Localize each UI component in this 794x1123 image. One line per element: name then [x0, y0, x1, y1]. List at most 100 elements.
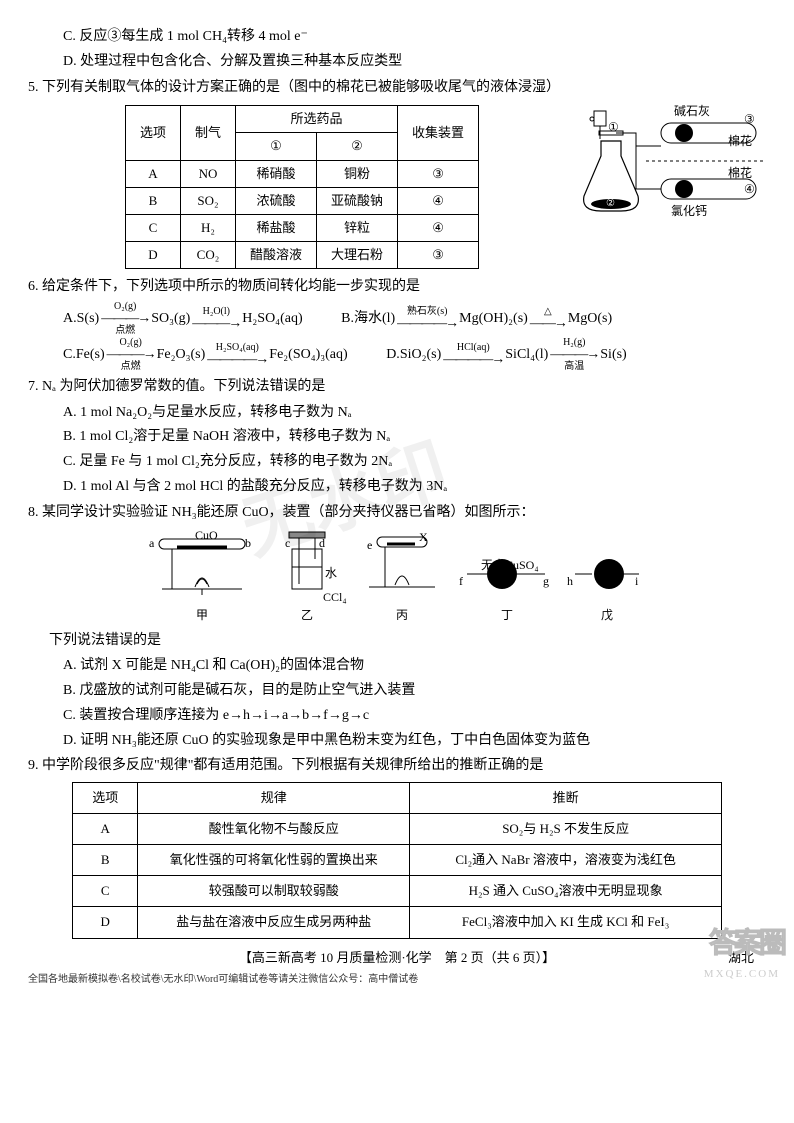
cond: 点燃 [115, 326, 135, 336]
lead: C. [63, 343, 76, 367]
cond: 点燃 [121, 362, 141, 372]
cond: 高温 [564, 362, 584, 372]
species: 海水(l) [354, 307, 395, 331]
arrow: H₂SO₄(aq)————→ [207, 343, 267, 367]
label-i: i [635, 571, 638, 591]
q9-table: 选项 规律 推断 A酸性氧化物不与酸反应SO₂与 H₂S 不发生反应 B氧化性强… [72, 782, 721, 938]
cell: ④ [398, 214, 479, 241]
q8-stem: 8. 某同学设计实验验证 NH₃能还原 CuO，装置（部分夹持仪器已省略）如图所… [28, 501, 766, 525]
label-1: ① [608, 117, 619, 137]
cell: 锌粒 [317, 214, 398, 241]
cell: FeCl₃溶液中加入 KI 生成 KCl 和 FeI₃ [410, 907, 721, 938]
app-yi: c d 水 CCl₄ 乙 [267, 529, 347, 626]
q8-a: A. 试剂 X 可能是 NH₄Cl 和 Ca(OH)₂的固体混合物 [28, 654, 766, 678]
species: Fe₂(SO₄)₃(aq) [269, 343, 347, 367]
lead: D. [386, 343, 400, 367]
label-cuo: CuO [195, 525, 218, 545]
label-ding: 丁 [457, 605, 557, 625]
q7-d: D. 1 mol Al 与含 2 mol HCl 的盐酸充分反应，转移电子数为 … [28, 475, 766, 499]
label-water: 水 [325, 563, 337, 583]
app-jia: a CuO b 甲 [147, 529, 257, 626]
species: Mg(OH)₂(s) [459, 307, 528, 331]
q5-h-collect: 收集装置 [398, 106, 479, 160]
q8-diagram: a CuO b 甲 c d 水 CCl₄ 乙 [28, 529, 766, 626]
q5-h-reagent: 所选药品 [235, 106, 397, 133]
cell: C [125, 214, 180, 241]
cell: Cl₂通入 NaBr 溶液中，溶液变为浅红色 [410, 845, 721, 876]
cell: ④ [398, 187, 479, 214]
q9-h-rule: 规律 [138, 783, 410, 814]
page-footer: 【高三新高考 10 月质量检测·化学 第 2 页（共 6 页）】 湖北 [28, 947, 766, 969]
label-g: g [543, 571, 549, 591]
cell: NO [180, 160, 235, 187]
label-d: d [319, 533, 325, 553]
species: SiCl₄(l) [505, 343, 548, 367]
cell: CO₂ [180, 241, 235, 268]
lead: B. [341, 307, 354, 331]
q7-a: A. 1 mol Na₂O₂与足量水反应，转移电子数为 Nₐ [28, 401, 766, 425]
table-row: CH₂稀盐酸锌粒④ [125, 214, 478, 241]
cell: 铜粉 [317, 160, 398, 187]
table-row: D盐与盐在溶液中反应生成另两种盐FeCl₃溶液中加入 KI 生成 KCl 和 F… [73, 907, 721, 938]
q9-stem: 9. 中学阶段很多反应"规律"都有适用范围。下列根据有关规律所给出的推断正确的是 [28, 754, 766, 778]
q5-h-r2: ② [317, 133, 398, 160]
q8-sub: 下列说法错误的是 [28, 629, 766, 653]
lead: A. [63, 307, 77, 331]
label-cotton-1: 棉花 [728, 131, 752, 151]
label-cacl2: 氯化钙 [671, 201, 707, 221]
cell: SO₂与 H₂S 不发生反应 [410, 814, 721, 845]
q5-h-gas: 制气 [180, 106, 235, 160]
label-e: e [367, 535, 372, 555]
q8-c: C. 装置按合理顺序连接为 e→h→i→a→b→f→g→c [28, 704, 766, 728]
q5-stem: 5. 下列有关制取气体的设计方案正确的是（图中的棉花已被能够吸收尾气的液体浸湿） [28, 76, 766, 100]
cell: ③ [398, 160, 479, 187]
species: H₂SO₄(aq) [242, 307, 302, 331]
table-row: A酸性氧化物不与酸反应SO₂与 H₂S 不发生反应 [73, 814, 721, 845]
cell: 大理石粉 [317, 241, 398, 268]
q6-d: D. SiO₂(s) HCl(aq)————→ SiCl₄(l) H₂(g)——… [351, 338, 627, 372]
table-row: C较强酸可以制取较弱酸H₂S 通入 CuSO₄溶液中无明显现象 [73, 876, 721, 907]
label-2: ② [606, 195, 615, 212]
q4-opt-c: C. 反应③每生成 1 mol CH₄转移 4 mol e⁻ [28, 25, 766, 49]
arrow: H₂O(l)———→ [192, 307, 240, 331]
table-row: DCO₂醋酸溶液大理石粉③ [125, 241, 478, 268]
cell: 稀硝酸 [235, 160, 316, 187]
q4-opt-d: D. 处理过程中包含化合、分解及置换三种基本反应类型 [28, 50, 766, 74]
cell: 氧化性强的可将氧化性弱的置换出来 [138, 845, 410, 876]
app-ding: 无水CuSO₄ f g 丁 [457, 529, 557, 626]
q8-d: D. 证明 NH₃能还原 CuO 的实验现象是甲中黑色粉末变为红色，丁中白色固体… [28, 729, 766, 753]
label-c: c [285, 533, 290, 553]
q5-h-r1: ① [235, 133, 316, 160]
table-row: ANO稀硝酸铜粉③ [125, 160, 478, 187]
arrow: O₂(g)———→点燃 [107, 338, 155, 372]
label-b: b [245, 533, 251, 553]
label-wu: 戊 [567, 605, 647, 625]
cell: 稀盐酸 [235, 214, 316, 241]
q6-b: B. 海水(l) 熟石灰(s)————→ Mg(OH)₂(s) △——→ MgO… [306, 307, 612, 331]
q6-c: C. Fe(s) O₂(g)———→点燃 Fe₂O₃(s) H₂SO₄(aq)—… [28, 338, 348, 372]
footer-center: 【高三新高考 10 月质量检测·化学 第 2 页（共 6 页）】 [239, 950, 555, 965]
arrow: H₂(g)———→高温 [550, 338, 598, 372]
app-wu: h i 戊 [567, 529, 647, 626]
q5-row: 选项 制气 所选药品 收集装置 ① ② ANO稀硝酸铜粉③ BSO₂浓硫酸亚硫酸… [28, 101, 766, 273]
arrow: 熟石灰(s)————→ [397, 307, 457, 331]
species: MgO(s) [568, 307, 612, 331]
species: Fe(s) [76, 343, 105, 367]
cell: H₂S 通入 CuSO₄溶液中无明显现象 [410, 876, 721, 907]
label-3: ③ [744, 109, 755, 129]
q5-h-opt: 选项 [125, 106, 180, 160]
label-bing: 丙 [357, 605, 447, 625]
label-h: h [567, 571, 573, 591]
species: SO₃(g) [151, 307, 190, 331]
cell: 浓硫酸 [235, 187, 316, 214]
cell: D [73, 907, 138, 938]
q9-h-infer: 推断 [410, 783, 721, 814]
cell: A [125, 160, 180, 187]
cell: 较强酸可以制取较弱酸 [138, 876, 410, 907]
label-a: a [149, 533, 154, 553]
label-yi: 乙 [267, 605, 347, 625]
label-cuso4: 无水CuSO₄ [481, 555, 539, 575]
cell: ③ [398, 241, 479, 268]
cell: 酸性氧化物不与酸反应 [138, 814, 410, 845]
label-x: X [419, 527, 428, 547]
